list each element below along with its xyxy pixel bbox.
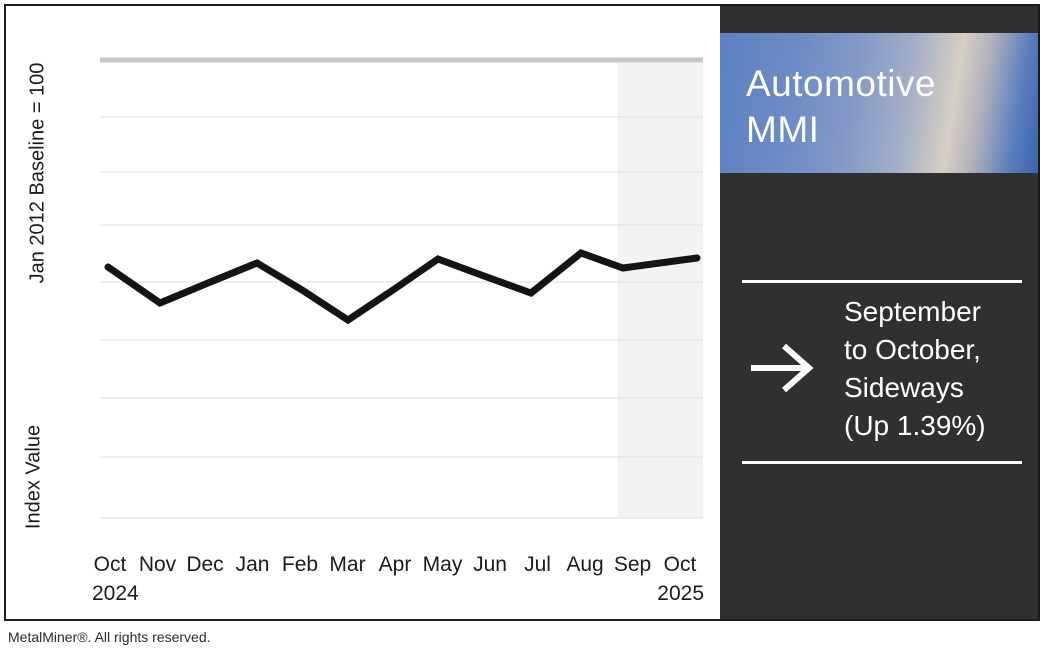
panel-title-line1: Automotive: [746, 63, 937, 104]
panel-title: Automotive MMI: [746, 61, 936, 153]
line-chart: [100, 57, 703, 519]
x-tick-label: Dec: [186, 553, 224, 576]
x-tick-label: Jul: [524, 553, 551, 576]
x-tick-label: Mar: [329, 553, 366, 576]
highlight-band: [618, 63, 703, 518]
trend-line-4: (Up 1.39%): [844, 410, 986, 441]
x-tick-label: Oct: [93, 553, 127, 576]
right-arrow-icon: [751, 343, 814, 393]
title-banner: Automotive MMI: [720, 33, 1038, 173]
mmi-figure: Jan 2012 Baseline = 100 Index Value Oct N…: [4, 4, 1040, 621]
trend-summary: September to October, Sideways (Up 1.39%…: [844, 293, 986, 445]
side-panel: Automotive MMI September to October, Sid…: [720, 6, 1038, 619]
trend-line-1: September: [844, 296, 981, 327]
x-axis-year-start: 2024: [92, 582, 139, 605]
x-tick-label: May: [422, 553, 463, 576]
copyright-note: MetalMiner®. All rights reserved.: [8, 629, 211, 645]
x-tick-label: Jan: [235, 553, 270, 576]
x-tick-label: Apr: [378, 553, 412, 576]
x-tick-label: Nov: [138, 553, 177, 576]
y-axis-note: Jan 2012 Baseline = 100: [26, 62, 49, 284]
x-tick-label: Oct: [663, 553, 697, 576]
trend-line-3: Sideways: [844, 372, 964, 403]
trend-line-2: to October,: [844, 334, 981, 365]
x-tick-label: Aug: [566, 553, 604, 576]
x-tick-label: Sep: [613, 553, 652, 576]
panel-title-line2: MMI: [746, 109, 820, 150]
x-axis-year-end: 2025: [657, 582, 704, 605]
mmi-series-line: [104, 249, 701, 325]
y-axis-label: Index Value: [22, 424, 45, 530]
x-tick-label: Feb: [281, 553, 319, 576]
divider-top: [742, 280, 1022, 283]
divider-bottom: [742, 461, 1022, 464]
x-tick-label: Jun: [473, 553, 507, 576]
